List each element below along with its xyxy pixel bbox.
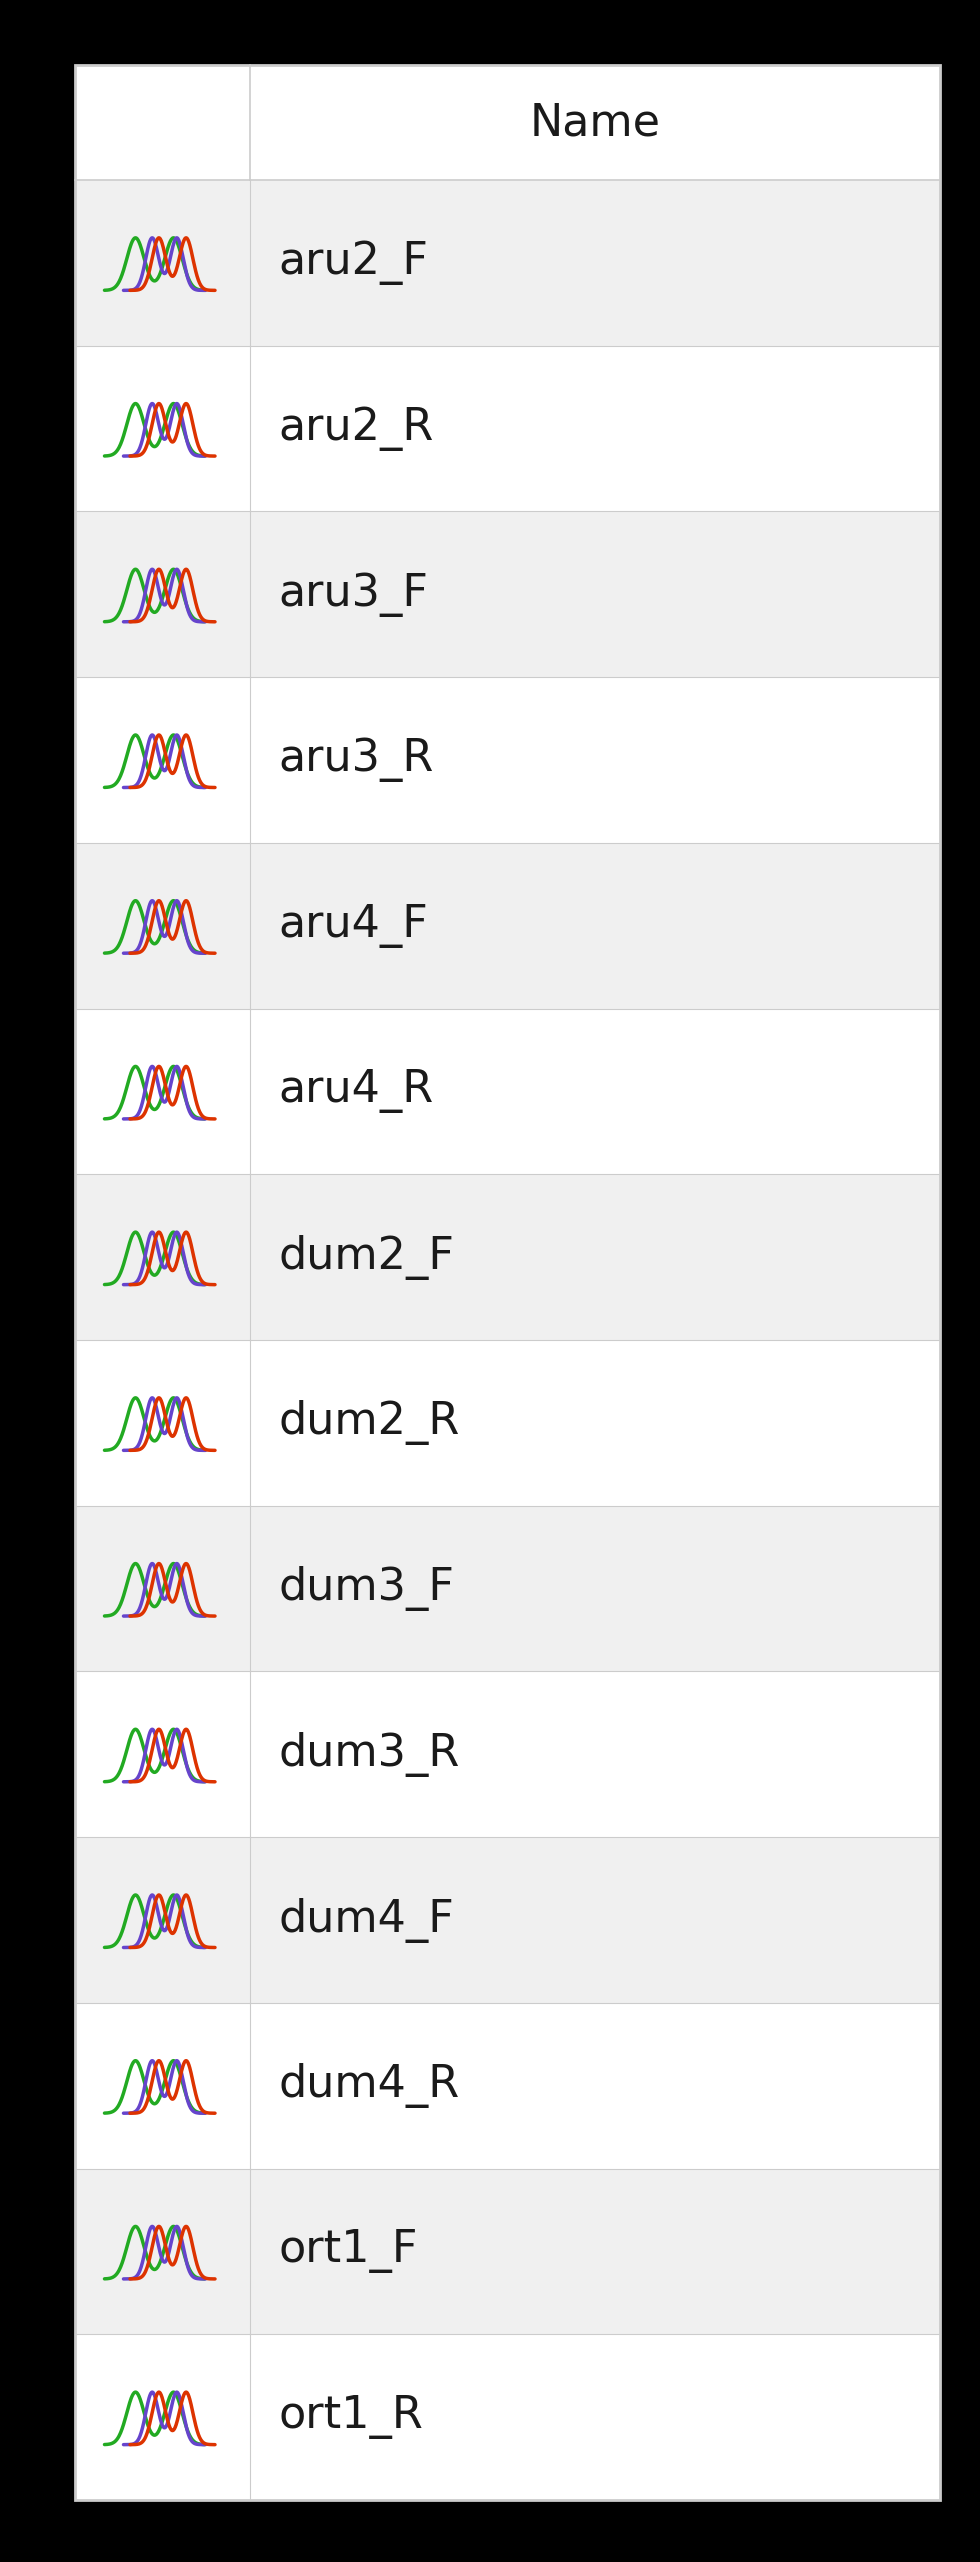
FancyBboxPatch shape (75, 2334, 940, 2501)
Text: aru3_F: aru3_F (278, 571, 428, 617)
Text: aru2_R: aru2_R (278, 407, 433, 451)
FancyBboxPatch shape (75, 1009, 940, 1173)
FancyBboxPatch shape (75, 64, 940, 2501)
FancyBboxPatch shape (75, 179, 940, 346)
Text: ort1_F: ort1_F (278, 2229, 417, 2272)
Text: aru2_F: aru2_F (278, 241, 428, 284)
Text: dum3_F: dum3_F (278, 1565, 454, 1611)
Text: ort1_R: ort1_R (278, 2395, 423, 2439)
FancyBboxPatch shape (75, 2003, 940, 2167)
FancyBboxPatch shape (75, 346, 940, 512)
Text: dum2_F: dum2_F (278, 1235, 454, 1278)
FancyBboxPatch shape (75, 1506, 940, 1670)
Text: dum2_R: dum2_R (278, 1401, 460, 1445)
FancyBboxPatch shape (75, 1173, 940, 1340)
Text: aru4_R: aru4_R (278, 1068, 433, 1114)
Text: Name: Name (529, 100, 661, 143)
FancyBboxPatch shape (75, 843, 940, 1009)
FancyBboxPatch shape (75, 512, 940, 676)
Text: dum4_R: dum4_R (278, 2062, 460, 2109)
Text: aru4_F: aru4_F (278, 904, 428, 948)
FancyBboxPatch shape (75, 2167, 940, 2334)
FancyBboxPatch shape (75, 1340, 940, 1506)
Text: dum3_R: dum3_R (278, 1732, 460, 1778)
FancyBboxPatch shape (75, 1670, 940, 1837)
FancyBboxPatch shape (75, 676, 940, 843)
Text: aru3_R: aru3_R (278, 738, 433, 781)
FancyBboxPatch shape (75, 1837, 940, 2003)
FancyBboxPatch shape (75, 64, 940, 179)
Text: dum4_F: dum4_F (278, 1898, 454, 1942)
